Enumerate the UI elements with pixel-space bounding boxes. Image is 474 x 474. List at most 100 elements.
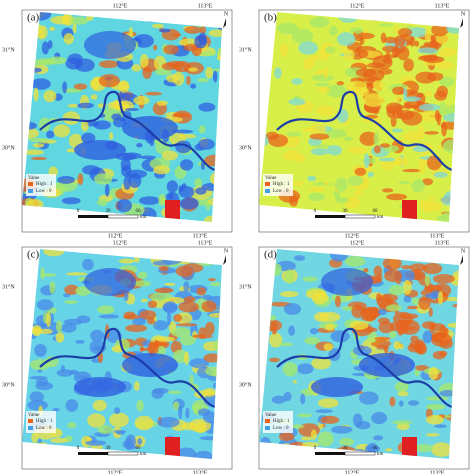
raster-patch xyxy=(367,12,382,16)
raster-patch xyxy=(324,66,329,80)
raster-patch xyxy=(352,345,372,356)
raster-patch xyxy=(290,424,304,429)
raster-patch xyxy=(334,177,348,192)
raster-patch xyxy=(431,23,449,37)
latitude: 31°N xyxy=(2,283,15,290)
raster-patch xyxy=(178,404,183,420)
raster-patch xyxy=(195,18,205,28)
raster-patch xyxy=(378,68,393,75)
raster-patch xyxy=(425,292,441,299)
raster-patch xyxy=(373,131,380,146)
raster-patch xyxy=(426,403,446,410)
longitude-bottom: 113°E xyxy=(430,232,445,239)
raster-patch xyxy=(198,138,215,150)
raster-patch xyxy=(145,16,167,21)
raster-patch xyxy=(424,131,439,135)
raster-patch xyxy=(296,363,314,375)
raster-patch xyxy=(418,103,441,112)
raster-patch xyxy=(363,268,369,273)
raster-patch xyxy=(97,424,113,435)
longitude-top: 113°E xyxy=(435,2,450,9)
raster-patch xyxy=(396,45,410,61)
raster-patch xyxy=(152,387,169,394)
raster-patch xyxy=(31,432,39,443)
raster-patch xyxy=(294,255,306,261)
raster-patch xyxy=(102,249,113,254)
water-body xyxy=(402,437,417,457)
raster-patch xyxy=(183,351,190,365)
raster-patch xyxy=(201,300,217,313)
raster-patch xyxy=(315,82,331,87)
raster-patch xyxy=(80,119,89,132)
raster-patch xyxy=(292,380,297,384)
raster-patch xyxy=(397,28,413,37)
raster-patch xyxy=(171,33,182,37)
raster-patch xyxy=(406,305,419,310)
raster-patch xyxy=(132,318,146,326)
longitude-bottom: 112°E xyxy=(345,469,360,474)
raster-patch xyxy=(56,320,63,333)
raster-patch xyxy=(268,315,277,321)
raster-patch xyxy=(309,133,330,140)
latitude: 30°N xyxy=(2,381,15,388)
scale-bar-dark xyxy=(78,452,108,455)
raster-patch xyxy=(90,94,98,100)
raster-patch xyxy=(324,46,336,54)
raster-patch xyxy=(156,100,168,106)
raster-patch xyxy=(326,145,343,156)
scale-bar-light xyxy=(344,451,376,456)
raster-patch xyxy=(34,343,47,357)
legend-swatch-low xyxy=(28,189,33,193)
panel-label: (c) xyxy=(27,249,40,261)
scale-label: 0 xyxy=(314,446,317,451)
raster-patch xyxy=(432,274,455,284)
raster-patch xyxy=(22,121,37,130)
raster-patch xyxy=(436,112,442,126)
raster-patch xyxy=(309,124,327,133)
raster-patch xyxy=(215,212,222,222)
raster-patch xyxy=(69,16,89,25)
raster-patch xyxy=(179,335,196,346)
raster-patch xyxy=(45,312,51,328)
scale-label: 0 xyxy=(77,446,80,451)
raster-patch xyxy=(373,145,381,154)
frame xyxy=(21,9,233,233)
raster-patch xyxy=(196,258,215,266)
water-body xyxy=(165,200,180,220)
raster-patch xyxy=(386,193,408,201)
raster-patch xyxy=(288,194,299,207)
raster-patch xyxy=(161,62,177,71)
raster-patch xyxy=(52,407,60,412)
raster-patch xyxy=(271,395,286,404)
raster-patch xyxy=(393,156,409,167)
raster-patch xyxy=(178,133,197,139)
raster-patch xyxy=(398,180,411,185)
raster-patch xyxy=(211,370,222,378)
raster-patch xyxy=(434,424,447,428)
raster-patch xyxy=(125,13,140,17)
raster-patch xyxy=(418,158,426,174)
raster-patch xyxy=(309,328,319,335)
north-arrow xyxy=(223,18,226,28)
north-arrow xyxy=(460,255,463,265)
raster-patch xyxy=(62,81,68,94)
north-label: N xyxy=(224,11,229,17)
raster-patch xyxy=(271,455,287,459)
longitude-top: 113°E xyxy=(435,239,450,246)
scale-bar-light xyxy=(344,214,376,219)
raster-patch xyxy=(26,199,44,211)
raster-patch xyxy=(122,353,178,377)
raster-patch xyxy=(194,177,202,188)
raster-patch xyxy=(94,173,113,185)
scale-label: 60 xyxy=(373,209,379,214)
scale-bar-light xyxy=(107,451,139,456)
scale-label: 60 xyxy=(136,209,142,214)
raster-patch xyxy=(61,88,83,93)
raster-patch xyxy=(347,175,364,187)
legend-low: Low : 0 xyxy=(273,189,289,194)
raster-patch xyxy=(329,25,338,36)
raster-patch xyxy=(65,399,79,412)
raster-patch xyxy=(384,269,402,282)
raster-patch xyxy=(161,150,178,161)
raster-patch xyxy=(336,32,356,46)
